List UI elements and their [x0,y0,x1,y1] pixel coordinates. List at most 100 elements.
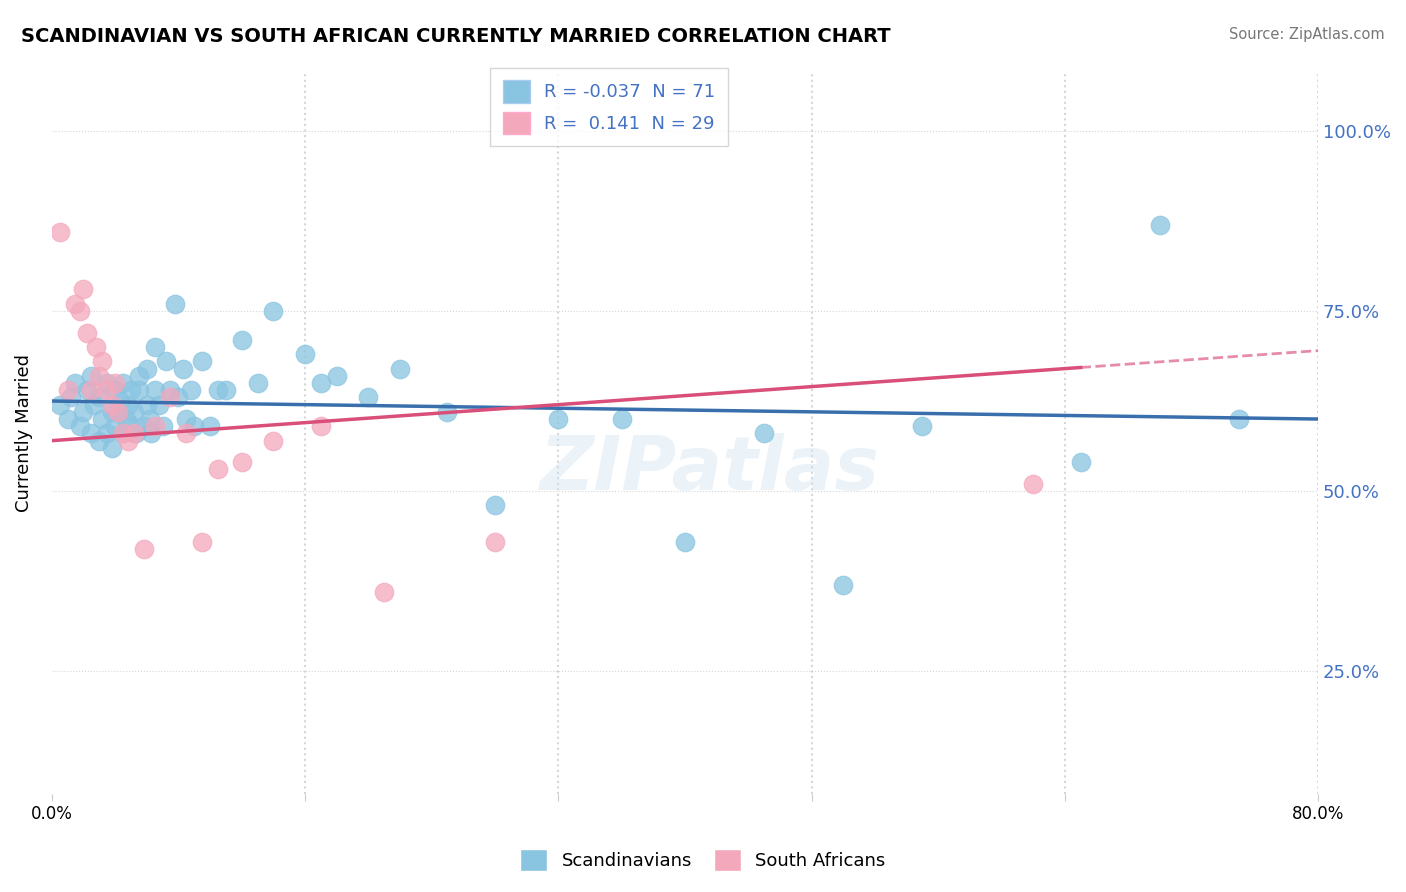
Point [89,368,111,383]
Point [69,304,91,318]
Point [547,412,569,426]
Point [309,419,332,434]
Point [65,297,87,311]
Point [104,376,127,390]
Point [69,419,91,434]
Point [122,426,145,441]
Point [152,419,174,434]
Point [56,383,79,397]
Point [207,383,229,397]
Point [262,434,284,448]
Point [294,347,316,361]
Point [207,462,229,476]
Point [373,585,395,599]
Point [231,455,253,469]
Point [117,398,139,412]
Point [176,426,198,441]
Point [72,405,94,419]
Text: Source: ZipAtlas.com: Source: ZipAtlas.com [1229,27,1385,42]
Point [1070,455,1092,469]
Point [48,225,70,239]
Point [111,426,134,441]
Point [143,383,166,397]
Point [191,534,214,549]
Point [124,426,146,441]
Point [159,391,181,405]
Point [76,326,98,340]
Point [610,412,633,426]
Point [111,426,134,441]
Point [96,426,118,441]
Legend: Scandinavians, South Africans: Scandinavians, South Africans [513,842,893,879]
Point [104,383,127,397]
Point [357,391,380,405]
Point [231,333,253,347]
Point [141,426,163,441]
Point [832,578,855,592]
Point [115,412,138,426]
Point [89,434,111,448]
Y-axis label: Currently Married: Currently Married [15,354,32,512]
Point [155,354,177,368]
Point [1149,218,1171,232]
Point [91,354,114,368]
Point [215,383,238,397]
Legend: R = -0.037  N = 71, R =  0.141  N = 29: R = -0.037 N = 71, R = 0.141 N = 29 [491,68,728,146]
Text: SCANDINAVIAN VS SOUTH AFRICAN CURRENTLY MARRIED CORRELATION CHART: SCANDINAVIAN VS SOUTH AFRICAN CURRENTLY … [21,27,891,45]
Point [484,499,506,513]
Point [132,419,155,434]
Point [165,297,187,311]
Point [48,398,70,412]
Point [135,398,157,412]
Point [80,426,103,441]
Point [107,405,129,419]
Point [183,419,205,434]
Point [96,383,118,397]
Point [80,383,103,397]
Point [117,434,139,448]
Point [139,412,162,426]
Point [80,368,103,383]
Point [76,383,98,397]
Text: ZIPatlas: ZIPatlas [540,433,880,506]
Point [309,376,332,390]
Point [91,412,114,426]
Point [180,383,202,397]
Point [176,412,198,426]
Point [752,426,775,441]
Point [111,376,134,390]
Point [83,398,105,412]
Point [108,394,131,409]
Point [101,398,124,412]
Point [101,441,124,455]
Point [101,405,124,419]
Point [120,383,142,397]
Point [122,405,145,419]
Point [159,383,181,397]
Point [96,376,118,390]
Point [911,419,934,434]
Point [56,412,79,426]
Point [167,391,190,405]
Point [72,282,94,296]
Point [84,340,107,354]
Point [673,534,696,549]
Point [172,361,194,376]
Point [120,419,142,434]
Point [246,376,269,390]
Point [128,368,150,383]
Point [89,391,111,405]
Point [132,541,155,556]
Point [107,405,129,419]
Point [128,383,150,397]
Point [143,340,166,354]
Point [484,534,506,549]
Point [1022,476,1045,491]
Point [388,361,411,376]
Point [1227,412,1250,426]
Point [191,354,214,368]
Point [436,405,458,419]
Point [148,398,170,412]
Point [325,368,347,383]
Point [143,419,166,434]
